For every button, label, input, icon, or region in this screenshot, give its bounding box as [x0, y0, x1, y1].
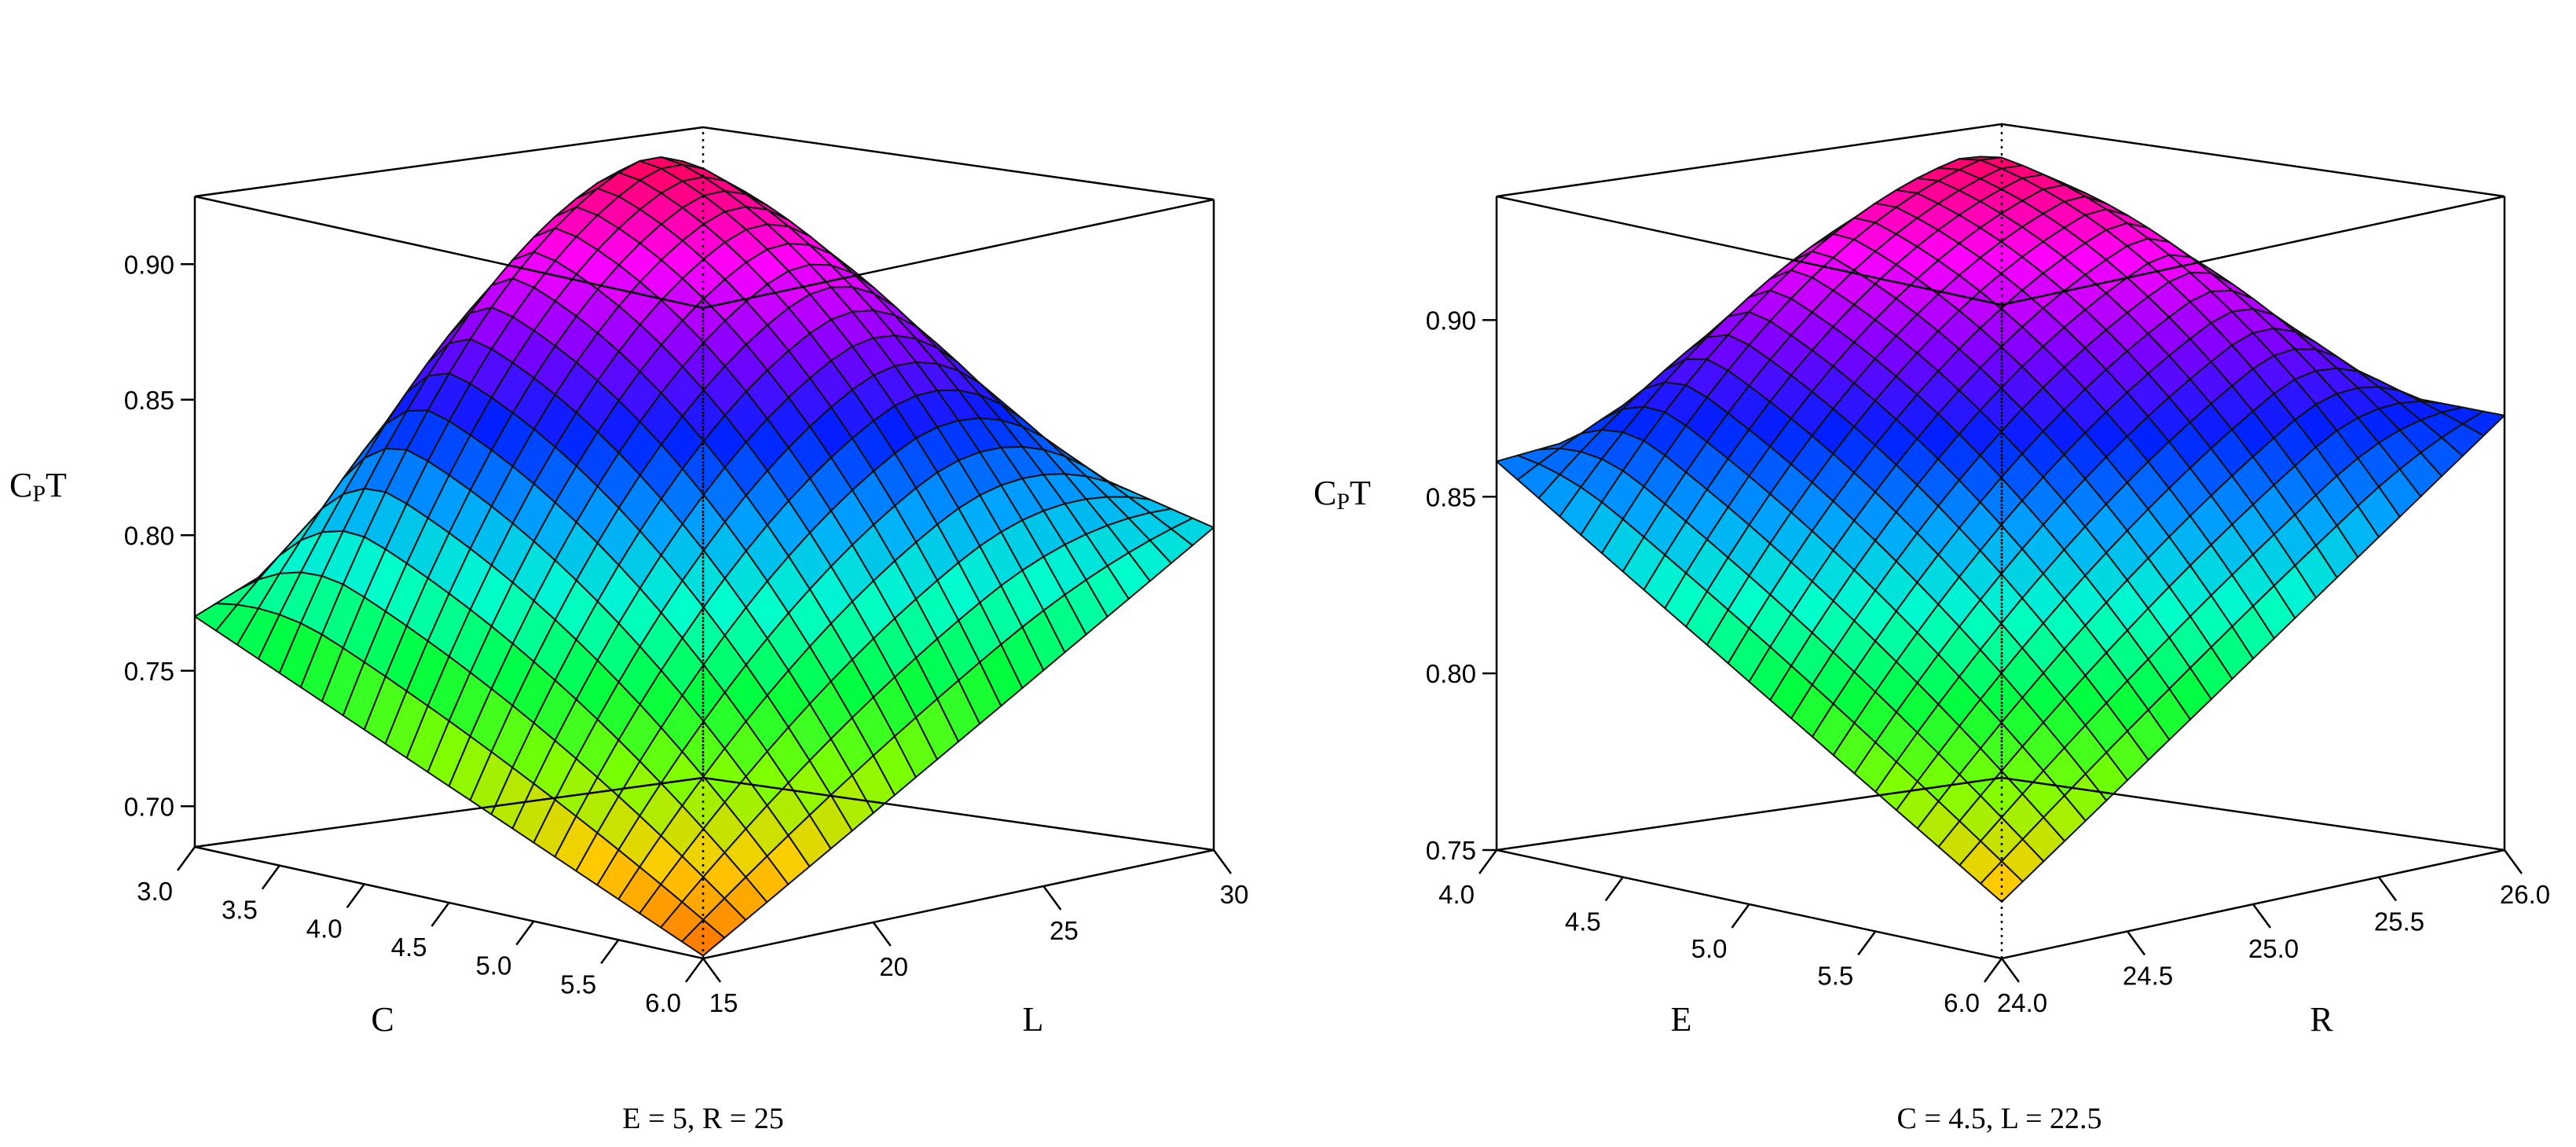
x-tick-label: 5.5: [1817, 962, 1853, 991]
z-tick-label: 0.75: [124, 657, 174, 686]
x-tick-label: 5.5: [560, 969, 596, 999]
y-tick-mark: [1212, 849, 1233, 874]
y-tick-mark: [2252, 903, 2272, 929]
y-tick-mark: [2377, 876, 2398, 902]
surface-facet: [681, 918, 726, 957]
x-tick-label: 3.0: [137, 877, 173, 906]
z-axis-ticks: 0.75 0.80 0.85 0.90: [1426, 306, 1497, 865]
x-tick-label: 4.0: [306, 914, 343, 943]
x-axis-label: E: [1671, 1000, 1692, 1039]
x-tick-mark: [515, 920, 535, 946]
y-tick-label: 25: [1050, 916, 1079, 945]
x-tick-mark: [600, 939, 620, 965]
z-tick-label: 0.80: [1426, 659, 1476, 688]
y-tick-mark: [872, 922, 892, 947]
x-tick-label: 4.0: [1438, 880, 1475, 909]
z-axis-ticks: 0.70 0.75 0.80 0.85 0.90: [124, 250, 195, 821]
y-axis-label: L: [1023, 1000, 1044, 1039]
x-tick-mark: [1731, 903, 1750, 929]
x-axis-ticks: 3.0 3.5 4.0 4.5 5.0 5.5 6.0: [137, 846, 705, 1017]
y-tick-mark: [2000, 958, 2021, 983]
surface-plot-e-r: 0.750.800.850.90 4.04.55.05.56.0 24.024.…: [1314, 123, 2550, 1135]
x-tick-label: 3.5: [222, 896, 258, 925]
x-tick-label: 4.5: [391, 933, 427, 962]
x-tick-label: 5.0: [475, 951, 511, 980]
surface-plot-c-l: 0.70 0.75 0.80 0.85 0.90 3.0 3.5 4.0 4.5 5.0 5.5 6…: [9, 126, 1249, 1135]
y-tick-mark: [2503, 849, 2523, 874]
y-axis-ticks: 15 20 25 30: [702, 849, 1249, 1017]
y-tick-label: 24.5: [2123, 962, 2173, 991]
surface-mesh: [194, 156, 1215, 957]
y-tick-label: 24.0: [1997, 988, 2047, 1017]
x-tick-mark: [431, 902, 450, 927]
caption: C = 4.5, L = 22.5: [1896, 1102, 2101, 1135]
z-axis-label: CPT: [1314, 474, 1371, 515]
y-tick-mark: [2126, 930, 2146, 956]
caption: E = 5, R = 25: [622, 1102, 783, 1135]
y-tick-mark: [1042, 885, 1062, 911]
surface-mesh: [1496, 156, 2505, 903]
x-tick-mark: [1478, 849, 1498, 874]
z-tick-label: 0.90: [124, 250, 174, 279]
z-tick-label: 0.70: [124, 792, 174, 821]
x-tick-mark: [1983, 958, 2003, 983]
x-axis-label: C: [371, 1000, 394, 1039]
x-tick-label: 4.5: [1565, 907, 1601, 936]
z-tick-label: 0.85: [1426, 482, 1476, 511]
x-tick-mark: [1857, 930, 1877, 956]
x-tick-label: 5.0: [1691, 934, 1728, 963]
y-axis-label: R: [2310, 1000, 2333, 1039]
y-tick-mark: [702, 958, 722, 983]
z-tick-label: 0.85: [124, 386, 174, 415]
z-axis-label: CPT: [9, 466, 67, 507]
x-tick-label: 6.0: [645, 988, 681, 1017]
x-axis-ticks: 4.0 4.5 5.0 5.5 6.0: [1438, 849, 2003, 1017]
x-tick-mark: [346, 883, 365, 909]
x-tick-mark: [1604, 876, 1624, 902]
y-tick-label: 20: [879, 952, 908, 981]
x-tick-mark: [176, 846, 196, 871]
y-tick-label: 25.5: [2374, 907, 2424, 936]
z-tick-label: 0.75: [1426, 836, 1476, 865]
z-tick-label: 0.90: [1426, 306, 1476, 335]
y-tick-label: 15: [709, 988, 738, 1017]
y-tick-label: 25.0: [2248, 934, 2299, 963]
z-tick-label: 0.80: [124, 521, 174, 550]
y-tick-label: 26.0: [2500, 880, 2550, 909]
y-tick-label: 30: [1220, 880, 1249, 909]
surface-facet: [1980, 860, 2024, 903]
x-tick-mark: [684, 958, 705, 983]
x-tick-mark: [261, 864, 280, 890]
x-tick-label: 6.0: [1944, 988, 1980, 1017]
y-axis-ticks: 24.0 24.5 25.0 25.5 26.0: [1997, 849, 2550, 1017]
